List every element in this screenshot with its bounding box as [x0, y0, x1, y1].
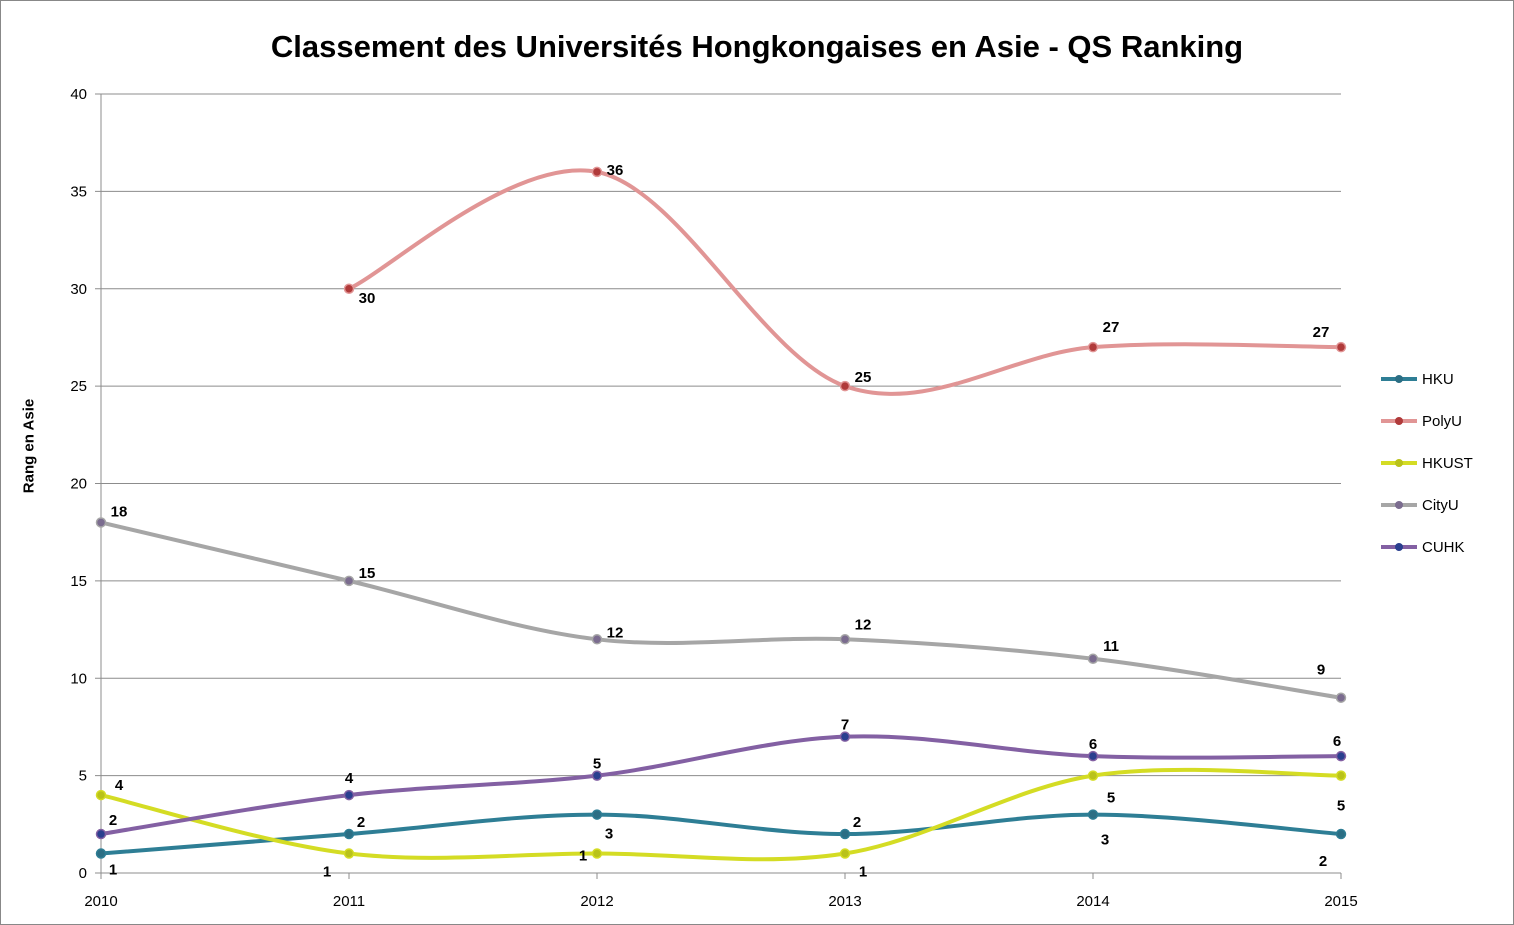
- data-label-polyu: 25: [855, 369, 872, 386]
- data-point-polyu: [839, 380, 851, 392]
- data-label-cityu: 12: [607, 624, 624, 641]
- data-point-cuhk: [343, 789, 355, 801]
- series-line-cityu: [99, 520, 1343, 700]
- legend-swatch: [1381, 501, 1417, 509]
- legend-swatch: [1381, 459, 1417, 467]
- data-label-cityu: 11: [1103, 638, 1119, 655]
- y-tick-label: 15: [70, 573, 87, 590]
- data-label-hkust: 5: [1337, 798, 1345, 815]
- series-line-cuhk: [99, 734, 1343, 837]
- y-tick-label: 40: [70, 86, 87, 103]
- data-point-cityu: [591, 634, 603, 645]
- data-point-hkust: [839, 848, 851, 859]
- y-tick-label: 0: [79, 865, 87, 882]
- data-point-cuhk: [591, 770, 603, 781]
- data-label-cuhk: 7: [841, 717, 849, 734]
- data-point-polyu: [1087, 341, 1099, 353]
- data-label-polyu: 30: [359, 290, 376, 307]
- data-point-cityu: [1087, 653, 1099, 665]
- data-point-hkust: [591, 848, 603, 859]
- x-tick-label: 2012: [580, 893, 613, 910]
- data-label-hku: 2: [1319, 853, 1327, 870]
- data-label-cuhk: 5: [593, 756, 601, 773]
- legend-marker: [1395, 375, 1403, 383]
- data-point-hkust: [1335, 770, 1347, 781]
- data-label-hku: 1: [109, 862, 117, 879]
- data-label-hku: 3: [1101, 832, 1109, 849]
- legend-marker: [1395, 543, 1403, 551]
- data-point-cuhk: [1335, 750, 1347, 762]
- data-label-cuhk: 2: [109, 812, 117, 829]
- data-point-hkust: [95, 789, 107, 801]
- data-label-cuhk: 4: [345, 770, 354, 787]
- data-point-cuhk: [839, 731, 851, 742]
- data-point-hkust: [1087, 770, 1099, 781]
- data-point-hkust: [343, 848, 355, 859]
- chart-title: Classement des Universités Hongkongaises…: [270, 29, 1244, 64]
- legend-label: PolyU: [1422, 413, 1463, 430]
- data-point-hku: [1087, 809, 1099, 820]
- data-point-cityu: [95, 517, 107, 528]
- data-point-polyu: [591, 166, 603, 178]
- x-tick-label: 2014: [1076, 893, 1109, 910]
- data-point-hku: [343, 828, 355, 840]
- data-point-cityu: [343, 575, 355, 587]
- legend-label: HKUST: [1422, 455, 1473, 472]
- data-label-hku: 2: [853, 814, 861, 831]
- data-label-cuhk: 6: [1333, 733, 1341, 750]
- data-point-polyu: [1335, 341, 1347, 353]
- x-tick-label: 2010: [84, 893, 117, 910]
- data-point-cuhk: [1087, 750, 1099, 762]
- x-tick-label: 2011: [333, 893, 365, 910]
- data-point-hku: [839, 828, 851, 840]
- data-label-hkust: 1: [579, 848, 587, 865]
- data-label-hku: 2: [357, 814, 365, 831]
- series-line-hku: [99, 812, 1343, 856]
- data-point-hku: [1335, 828, 1347, 840]
- legend-swatch: [1381, 375, 1417, 383]
- y-tick-label: 5: [79, 768, 87, 785]
- data-label-polyu: 27: [1103, 319, 1120, 336]
- legend-swatch: [1381, 543, 1417, 551]
- data-label-polyu: 27: [1313, 324, 1330, 341]
- data-point-polyu: [343, 283, 355, 294]
- data-label-cityu: 9: [1317, 662, 1325, 679]
- y-tick-label: 35: [70, 183, 87, 200]
- y-tick-label: 25: [70, 378, 87, 395]
- data-label-cuhk: 6: [1089, 736, 1097, 753]
- legend-marker: [1395, 417, 1403, 425]
- data-label-cityu: 18: [111, 503, 128, 520]
- data-label-hkust: 1: [859, 864, 867, 881]
- data-label-hku: 3: [605, 826, 613, 843]
- series-line-hkust: [99, 767, 1343, 862]
- data-label-hkust: 5: [1107, 790, 1115, 807]
- legend-marker: [1395, 501, 1403, 509]
- y-tick-label: 30: [70, 281, 87, 298]
- legend-swatch: [1381, 417, 1417, 425]
- data-label-polyu: 36: [607, 162, 624, 179]
- data-point-cuhk: [95, 828, 107, 840]
- data-label-cityu: 12: [855, 616, 872, 633]
- data-point-cityu: [839, 634, 851, 645]
- data-label-cityu: 15: [359, 565, 376, 582]
- legend-label: HKU: [1422, 371, 1454, 388]
- series-line-polyu: [347, 168, 1343, 396]
- legend-marker: [1395, 459, 1403, 467]
- data-point-cityu: [1335, 692, 1347, 703]
- legend-label: CityU: [1422, 497, 1459, 514]
- x-tick-label: 2015: [1324, 893, 1357, 910]
- data-point-hku: [95, 848, 107, 859]
- y-tick-label: 20: [70, 476, 87, 493]
- legend-label: CUHK: [1422, 539, 1465, 556]
- data-label-hkust: 1: [323, 864, 331, 881]
- y-tick-label: 10: [70, 670, 87, 687]
- x-tick-label: 2013: [828, 893, 861, 910]
- data-point-hku: [591, 809, 603, 820]
- data-label-hkust: 4: [115, 777, 124, 794]
